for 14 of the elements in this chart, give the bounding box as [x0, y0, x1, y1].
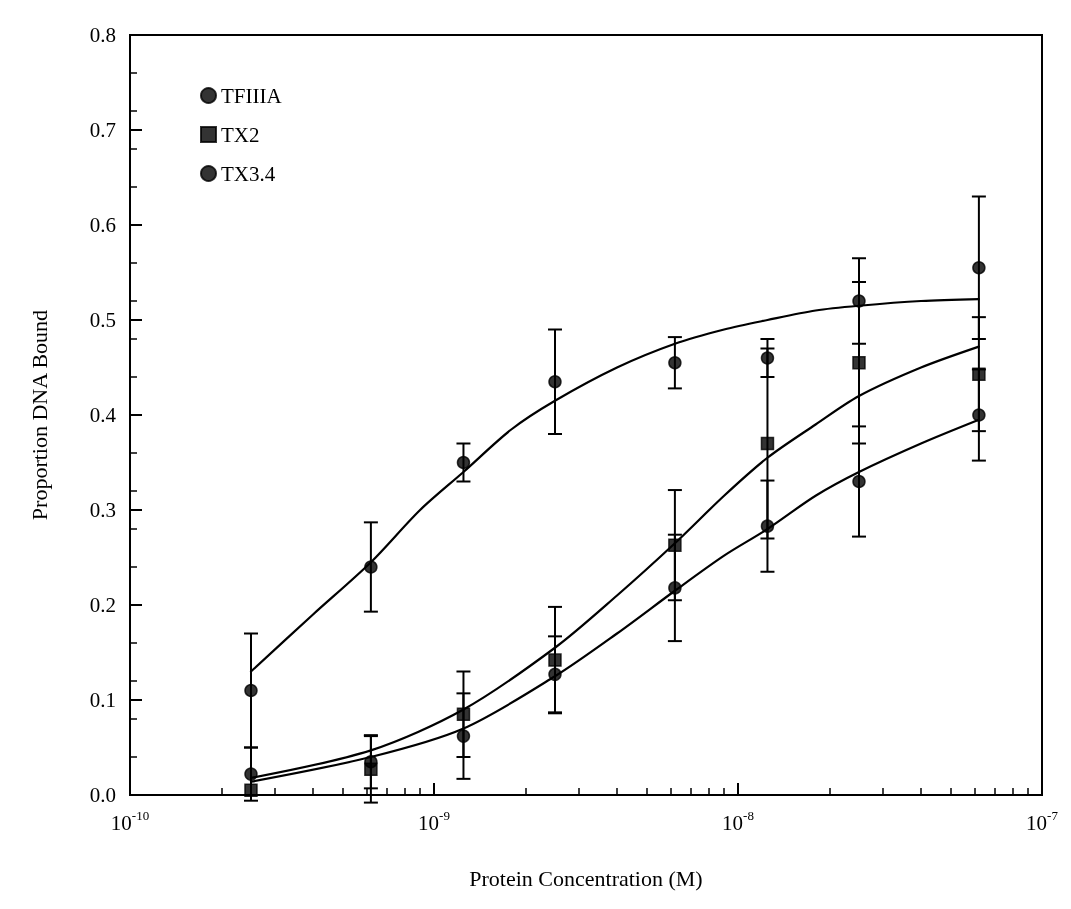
legend-label: TFIIIA — [221, 83, 283, 108]
x-axis-title: Protein Concentration (M) — [469, 865, 703, 891]
y-axis-title: Proportion DNA Bound — [26, 309, 52, 521]
y-tick-label: 0.7 — [89, 118, 116, 142]
y-tick-label: 0.2 — [89, 593, 116, 617]
y-tick-label: 0.8 — [89, 23, 116, 47]
legend-label: TX3.4 — [221, 161, 276, 186]
y-tick-label: 0.3 — [89, 498, 116, 522]
y-tick-label: 0.4 — [89, 403, 117, 427]
y-tick-label: 0.0 — [89, 783, 116, 807]
legend-label: TX2 — [221, 122, 260, 147]
y-tick-label: 0.1 — [89, 688, 116, 712]
y-tick-label: 0.6 — [89, 213, 116, 237]
y-tick-label: 0.5 — [89, 308, 116, 332]
